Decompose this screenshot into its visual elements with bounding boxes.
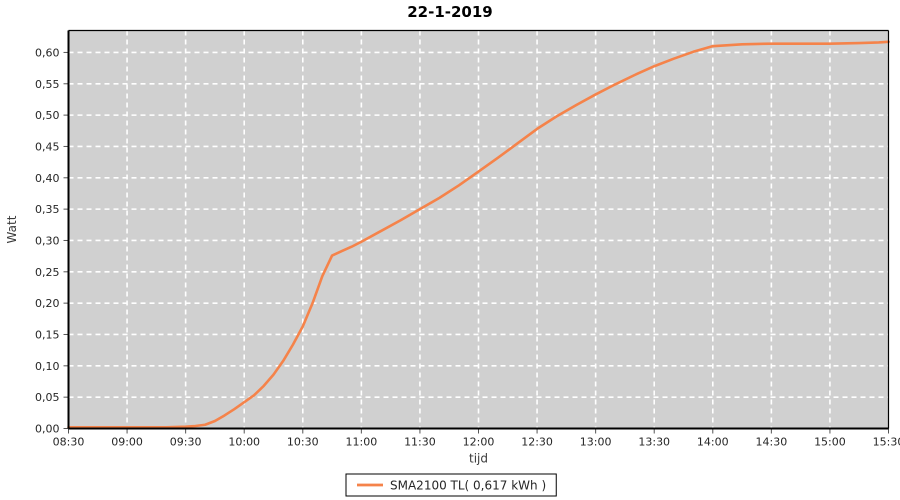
legend-label: SMA2100 TL( 0,617 kWh ): [390, 479, 546, 493]
x-axis-tick-label: 12:00: [463, 436, 495, 449]
x-axis-tick-label: 15:00: [814, 436, 846, 449]
data-series-lines: [67, 40, 890, 429]
axis-titles: tijd Watt: [5, 215, 488, 465]
y-axis-tick-label: 0,45: [35, 140, 60, 153]
x-axis-tick-label: 11:00: [346, 436, 378, 449]
gridlines: [68, 30, 889, 429]
y-axis-tick-label: 0,35: [35, 203, 60, 216]
y-axis-tick-label: 0,50: [35, 109, 60, 122]
x-axis-tick-label: 15:30: [873, 436, 900, 449]
x-axis-tick-label: 11:30: [404, 436, 436, 449]
x-axis-tick-label: 12:30: [521, 436, 553, 449]
x-axis-tick-label: 08:30: [53, 436, 85, 449]
y-axis-tick-label: 0,40: [35, 172, 60, 185]
y-axis-tick-label: 0,25: [35, 266, 60, 279]
y-axis-tick-label: 0,05: [35, 391, 60, 404]
x-axis-tick-label: 13:00: [580, 436, 612, 449]
x-axis-title: tijd: [469, 452, 488, 466]
y-axis-tick-labels: 0,00 0,05 0,10 0,15 0,20 0,25 0,30 0,35 0,40 0,45…: [35, 46, 60, 435]
x-axis-tick-label: 09:30: [170, 436, 202, 449]
y-axis-tick-label: 0,10: [35, 360, 60, 373]
y-axis-tick-label: 0,60: [35, 46, 60, 59]
y-axis-tick-label: 0,15: [35, 328, 60, 341]
y-axis-tick-label: 0,20: [35, 297, 60, 310]
x-axis-tick-label: 10:00: [228, 436, 260, 449]
x-axis-tick-label: 14:00: [697, 436, 729, 449]
x-axis-tick-labels: 08:30 09:00 09:30 10:00 10:30 11:00 11:30 12:00…: [53, 436, 900, 449]
plot-frame-border: [67, 29, 890, 430]
y-axis-title: Watt: [5, 215, 19, 243]
x-axis-tick-label: 10:30: [287, 436, 319, 449]
axis-tick-marks: [63, 51, 889, 434]
chart-title: 22-1-2019: [407, 3, 493, 21]
y-axis-tick-label: 0,30: [35, 234, 60, 247]
x-axis-tick-label: 09:00: [111, 436, 143, 449]
x-axis-tick-label: 14:30: [756, 436, 788, 449]
y-axis-tick-label: 0,55: [35, 78, 60, 91]
chart-legend: SMA2100 TL( 0,617 kWh ): [345, 473, 557, 497]
x-axis-tick-label: 13:30: [638, 436, 670, 449]
y-axis-tick-label: 0,00: [35, 423, 60, 436]
